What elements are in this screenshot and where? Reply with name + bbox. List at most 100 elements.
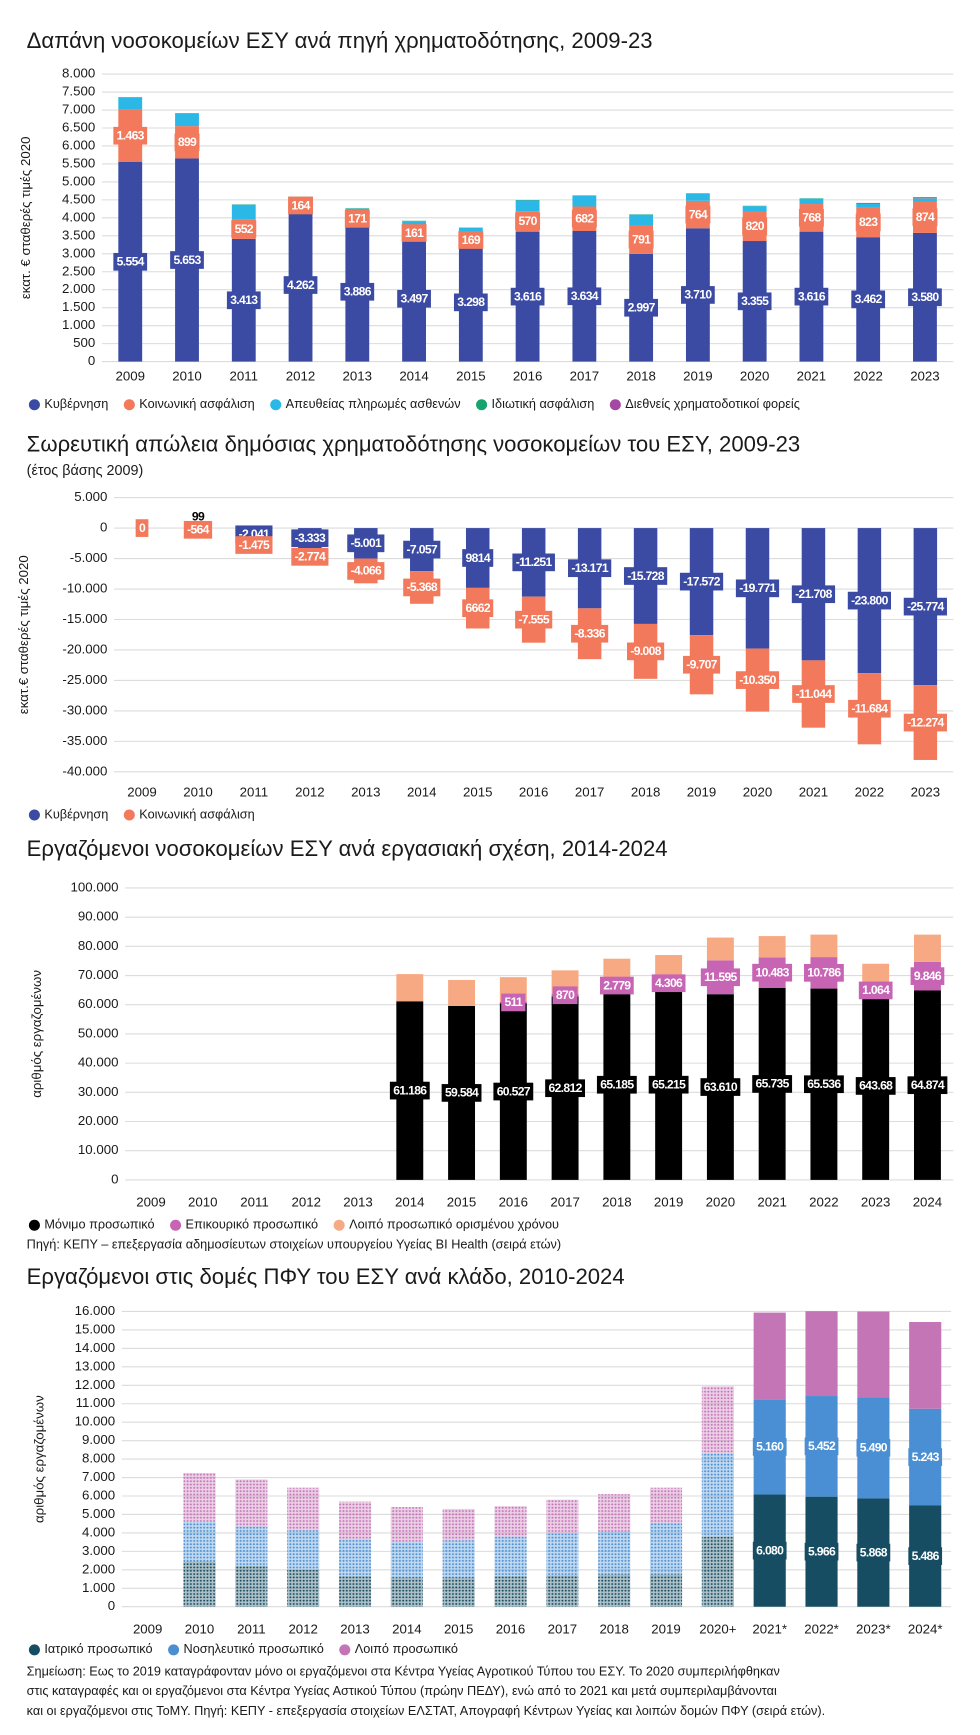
value-label-box bbox=[596, 1075, 637, 1094]
value-label-box bbox=[515, 610, 553, 629]
value-label: 552 bbox=[235, 222, 254, 236]
bar-segment bbox=[448, 979, 476, 1006]
value-label: -17.572 bbox=[683, 574, 720, 588]
x-tick-label: 2018 bbox=[631, 784, 660, 799]
bar-segment bbox=[572, 195, 597, 207]
value-label: 5.966 bbox=[808, 1544, 836, 1558]
value-label-box bbox=[291, 547, 329, 566]
value-label-box bbox=[510, 287, 545, 306]
bar-segment bbox=[706, 937, 734, 961]
value-label: 60.527 bbox=[497, 1084, 531, 1098]
legend-marker bbox=[28, 1219, 40, 1231]
value-label: -2.774 bbox=[295, 550, 326, 564]
value-label-box bbox=[700, 968, 740, 987]
value-label-box bbox=[855, 213, 881, 232]
x-tick-label: 2014 bbox=[392, 1621, 421, 1636]
y-tick-label: 2.000 bbox=[62, 281, 95, 296]
y-tick-label: 3.500 bbox=[62, 227, 95, 242]
x-tick-label: 2021 bbox=[797, 369, 826, 384]
y-tick-label: 60.000 bbox=[78, 996, 119, 1011]
value-label: -3.333 bbox=[295, 531, 326, 545]
value-label-box bbox=[856, 1438, 891, 1457]
value-label: -21.708 bbox=[795, 587, 832, 601]
value-label: 1.463 bbox=[117, 128, 145, 142]
bar-segment bbox=[235, 1526, 268, 1567]
value-label: 764 bbox=[689, 207, 708, 221]
value-label-box bbox=[235, 536, 273, 554]
legend-label: Επικουρικό προσωπικό bbox=[186, 1217, 319, 1232]
value-label: 3.497 bbox=[401, 292, 429, 306]
bar-segment bbox=[396, 974, 424, 1002]
value-label-box bbox=[347, 562, 385, 580]
bar-segment bbox=[913, 934, 941, 962]
value-label-box bbox=[599, 976, 634, 995]
x-tick-label: 2023* bbox=[856, 1621, 891, 1636]
value-label-box bbox=[651, 974, 686, 993]
value-label-box bbox=[848, 699, 891, 718]
legend-marker bbox=[123, 399, 135, 411]
x-tick-label: 2014 bbox=[395, 1195, 424, 1210]
value-label: 164 bbox=[291, 198, 310, 212]
x-tick-label: 2019 bbox=[687, 784, 716, 799]
value-label-box bbox=[552, 986, 578, 1005]
bar-segment bbox=[857, 1311, 890, 1398]
value-label-box bbox=[403, 540, 441, 559]
bar-segment bbox=[753, 1312, 786, 1400]
x-tick-label: 2012 bbox=[292, 1195, 321, 1210]
legend-marker bbox=[170, 1219, 182, 1231]
bar-segment bbox=[603, 958, 631, 982]
bar-segment bbox=[598, 1531, 631, 1575]
y-tick-label: 0 bbox=[111, 1171, 118, 1186]
y-tick-label: 4.000 bbox=[62, 209, 95, 224]
bar-segment bbox=[909, 1322, 942, 1409]
bar-segment bbox=[235, 1566, 268, 1607]
x-tick-label: 2015 bbox=[447, 1195, 476, 1210]
value-label: 5.653 bbox=[173, 253, 201, 267]
y-tick-label: -35.000 bbox=[62, 733, 107, 748]
y-tick-label: 0 bbox=[100, 520, 107, 535]
bar-segment bbox=[183, 1561, 216, 1607]
legend-marker bbox=[270, 399, 282, 411]
value-label: -13.171 bbox=[571, 561, 608, 575]
bar-segment bbox=[515, 200, 540, 212]
value-label-box bbox=[910, 967, 945, 985]
x-tick-label: 2021 bbox=[757, 1195, 786, 1210]
y-tick-label: 0 bbox=[108, 1598, 115, 1613]
value-label-box bbox=[735, 579, 780, 598]
y-tick-label: 8.000 bbox=[62, 66, 95, 81]
x-tick-label: 2010 bbox=[172, 369, 201, 384]
value-label: -15.728 bbox=[627, 569, 664, 583]
value-label: 511 bbox=[505, 995, 524, 1009]
value-label: 59.584 bbox=[445, 1086, 479, 1100]
y-tick-label: 8.000 bbox=[82, 1451, 115, 1466]
value-label: -11.044 bbox=[795, 687, 832, 701]
value-label-box bbox=[742, 217, 768, 236]
x-tick-label: 2023 bbox=[911, 784, 940, 799]
bar-segment bbox=[390, 1577, 423, 1607]
y-tick-label: 20.000 bbox=[78, 1113, 119, 1128]
legend-label: Κυβέρνηση bbox=[44, 806, 108, 821]
bar-segment bbox=[649, 1574, 683, 1607]
y-tick-label: 7.000 bbox=[82, 1469, 115, 1484]
y-tick-label: -15.000 bbox=[62, 611, 107, 626]
x-tick-label: 2020+ bbox=[699, 1621, 736, 1636]
value-label-box bbox=[291, 529, 329, 548]
y-tick-label: 5.000 bbox=[82, 1506, 115, 1521]
value-label: -11.684 bbox=[851, 701, 888, 715]
bar-segment bbox=[442, 1577, 475, 1607]
x-tick-label: 2020 bbox=[743, 784, 772, 799]
x-tick-label: 2024* bbox=[908, 1621, 943, 1636]
value-label: 823 bbox=[859, 215, 878, 229]
value-label-box bbox=[501, 993, 526, 1012]
y-tick-label: 100.000 bbox=[71, 879, 119, 894]
x-tick-label: 2021* bbox=[752, 1621, 787, 1636]
x-tick-label: 2018 bbox=[599, 1621, 628, 1636]
x-tick-label: 2012 bbox=[295, 784, 324, 799]
x-tick-label: 2017 bbox=[550, 1195, 579, 1210]
bar-segment bbox=[442, 1508, 475, 1541]
value-label-box bbox=[752, 963, 793, 982]
value-label: 11.595 bbox=[704, 970, 737, 984]
value-label-box bbox=[283, 276, 318, 294]
y-tick-label: 15.000 bbox=[75, 1321, 116, 1336]
